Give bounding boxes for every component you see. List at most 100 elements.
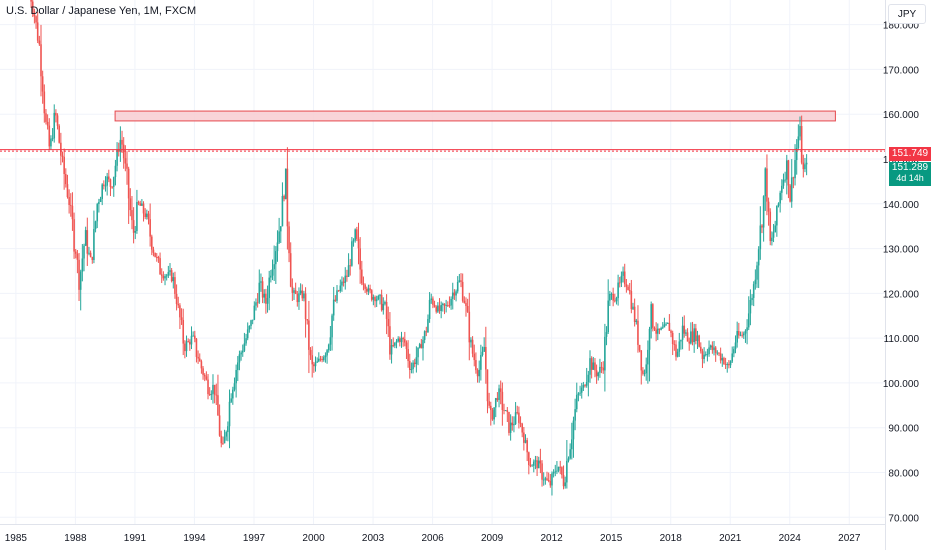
candle-body[interactable] (266, 297, 269, 304)
candle-body[interactable] (339, 285, 342, 292)
candle-body[interactable] (693, 328, 695, 343)
candle-body[interactable] (273, 264, 275, 270)
candle-body[interactable] (215, 394, 218, 396)
candle-body[interactable] (35, 16, 37, 23)
candle-body[interactable] (704, 354, 707, 356)
candle-body[interactable] (524, 440, 527, 443)
candle-body[interactable] (362, 283, 365, 285)
candle-body[interactable] (742, 333, 745, 336)
candle-body[interactable] (465, 302, 467, 306)
candle-body[interactable] (407, 349, 409, 362)
candle-body[interactable] (534, 460, 537, 462)
candle-body[interactable] (494, 398, 497, 408)
candle-body[interactable] (99, 198, 102, 203)
candle-body[interactable] (86, 230, 89, 254)
candle-body[interactable] (364, 284, 366, 289)
candle-body[interactable] (198, 358, 201, 362)
candle-body[interactable] (179, 305, 181, 318)
candle-body[interactable] (749, 300, 752, 314)
candle-body[interactable] (628, 290, 631, 292)
candle-body[interactable] (38, 40, 41, 45)
candle-body[interactable] (713, 347, 715, 351)
candle-body[interactable] (53, 112, 56, 139)
candle-body[interactable] (794, 160, 796, 179)
candle-body[interactable] (193, 335, 196, 339)
candle-body[interactable] (425, 331, 428, 333)
candle-body[interactable] (800, 126, 803, 163)
candle-body[interactable] (248, 325, 251, 330)
candle-body[interactable] (642, 370, 644, 374)
candle-body[interactable] (222, 443, 224, 445)
candle-body[interactable] (784, 179, 786, 181)
candle-body[interactable] (491, 410, 494, 420)
candle-body[interactable] (733, 349, 735, 354)
candle-body[interactable] (61, 155, 64, 157)
candle-body[interactable] (673, 344, 676, 345)
candle-body[interactable] (604, 336, 606, 371)
candle-body[interactable] (489, 405, 492, 411)
candle-body[interactable] (374, 297, 376, 302)
candle-body[interactable] (126, 163, 128, 169)
candle-body[interactable] (50, 138, 52, 147)
candle-body[interactable] (711, 345, 714, 351)
candle-body[interactable] (590, 358, 593, 370)
candle-body[interactable] (648, 328, 651, 350)
candle-body[interactable] (217, 395, 219, 416)
candle-body[interactable] (747, 313, 750, 328)
candle-body[interactable] (633, 306, 636, 322)
candle-body[interactable] (605, 332, 608, 337)
candle-body[interactable] (761, 225, 763, 228)
candle-body[interactable] (718, 352, 720, 354)
price-axis[interactable]: 70.000 80.000 90.000 100.000 110.000 120.000 1… (883, 21, 920, 525)
candle-body[interactable] (336, 290, 338, 301)
candle-body[interactable] (668, 322, 671, 331)
candle-body[interactable] (443, 303, 446, 306)
candle-body[interactable] (575, 394, 578, 410)
candle-body[interactable] (779, 192, 781, 204)
candle-body[interactable] (94, 221, 97, 229)
candle-body[interactable] (792, 177, 795, 179)
candle-body[interactable] (155, 256, 158, 258)
candle-body[interactable] (255, 302, 257, 306)
candle-body[interactable] (708, 347, 710, 355)
candle-body[interactable] (308, 320, 310, 350)
candle-body[interactable] (498, 388, 500, 400)
candle-body[interactable] (582, 385, 585, 388)
candle-body[interactable] (625, 284, 628, 287)
candle-body[interactable] (585, 382, 588, 386)
candle-body[interactable] (579, 392, 581, 394)
candle-body[interactable] (655, 329, 657, 334)
candle-body[interactable] (334, 299, 337, 301)
candle-body[interactable] (380, 294, 383, 311)
candle-body[interactable] (303, 293, 305, 299)
candle-body[interactable] (744, 330, 747, 334)
candle-body[interactable] (236, 362, 239, 371)
candle-body[interactable] (781, 185, 783, 193)
candle-body[interactable] (351, 241, 353, 266)
candle-body[interactable] (322, 357, 325, 361)
candle-body[interactable] (504, 410, 507, 412)
candle-body[interactable] (55, 112, 57, 116)
candle-body[interactable] (45, 113, 47, 122)
candle-body[interactable] (48, 125, 51, 147)
candle-body[interactable] (428, 299, 431, 319)
candle-body[interactable] (473, 353, 476, 361)
candle-body[interactable] (284, 168, 287, 199)
candle-body[interactable] (785, 160, 788, 180)
candle-body[interactable] (614, 300, 616, 302)
candle-body[interactable] (519, 422, 522, 424)
candle-body[interactable] (448, 305, 451, 307)
candle-body[interactable] (412, 362, 414, 370)
candle-body[interactable] (485, 346, 487, 370)
candle-body[interactable] (114, 165, 117, 178)
candle-body[interactable] (41, 76, 44, 92)
candle-body[interactable] (637, 320, 639, 345)
candle-body[interactable] (609, 293, 611, 301)
candle-body[interactable] (413, 362, 416, 365)
candle-body[interactable] (632, 306, 634, 310)
candle-body[interactable] (260, 281, 262, 283)
candle-body[interactable] (294, 290, 297, 294)
candle-body[interactable] (165, 275, 168, 277)
candle-body[interactable] (531, 465, 533, 467)
candle-body[interactable] (342, 281, 345, 283)
